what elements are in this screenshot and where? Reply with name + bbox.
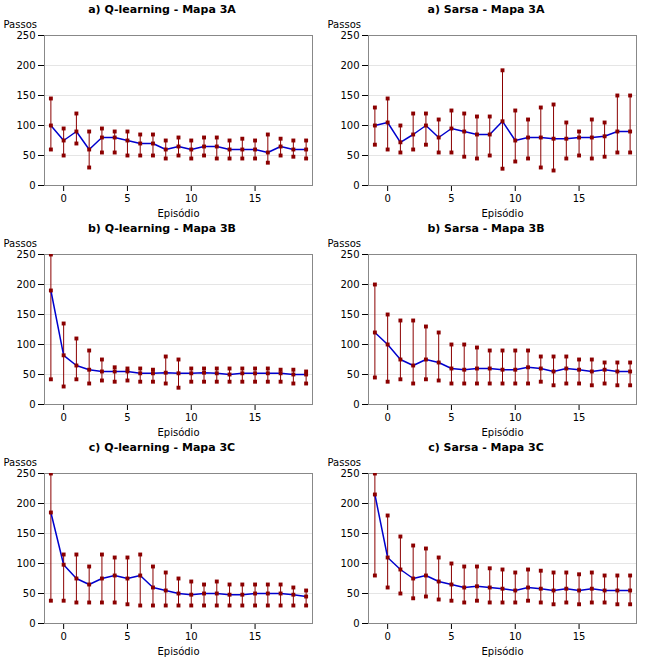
svg-text:100: 100 [340,558,359,569]
svg-text:0: 0 [353,180,359,191]
html-text:a) Q-learning - Mapa 3A: a) Q-learning - Mapa 3A [88,3,236,16]
svg-text:Episódio: Episódio [157,208,199,219]
svg-text:50: 50 [23,588,36,599]
svg-text:100: 100 [16,558,35,569]
svg-text:10: 10 [185,412,198,423]
svg-text:0: 0 [29,618,35,629]
svg-text:250: 250 [16,468,35,479]
svg-text:15: 15 [249,631,262,642]
svg-text:Episódio: Episódio [157,646,199,657]
svg-text:150: 150 [16,309,35,320]
svg-text:250: 250 [340,249,359,260]
svg-text:150: 150 [16,528,35,539]
svg-text:5: 5 [124,631,130,642]
svg-text:0: 0 [29,180,35,191]
svg-text:50: 50 [23,150,36,161]
svg-text:0: 0 [384,193,390,204]
svg-text:150: 150 [340,528,359,539]
svg-text:0: 0 [60,631,66,642]
svg-text:Passos: Passos [328,457,361,468]
svg-text:100: 100 [340,120,359,131]
svg-text:0: 0 [60,412,66,423]
svg-text:10: 10 [509,631,522,642]
svg-text:10: 10 [185,193,198,204]
svg-text:0: 0 [384,412,390,423]
svg-text:Passos: Passos [4,238,37,249]
svg-text:15: 15 [573,412,586,423]
html-text:b) Q-learning - Mapa 3B: b) Q-learning - Mapa 3B [88,222,236,235]
svg-text:Episódio: Episódio [157,427,199,438]
svg-text:Passos: Passos [328,238,361,249]
svg-text:Passos: Passos [328,19,361,30]
svg-text:100: 100 [340,339,359,350]
svg-text:100: 100 [16,120,35,131]
svg-text:10: 10 [185,631,198,642]
svg-text:200: 200 [340,60,359,71]
svg-text:150: 150 [340,90,359,101]
svg-text:50: 50 [23,369,36,380]
svg-text:Episódio: Episódio [481,427,523,438]
svg-text:Passos: Passos [4,19,37,30]
svg-text:15: 15 [573,193,586,204]
svg-text:10: 10 [509,412,522,423]
svg-text:5: 5 [448,631,454,642]
svg-text:5: 5 [124,412,130,423]
svg-text:50: 50 [347,588,360,599]
svg-text:150: 150 [340,309,359,320]
svg-text:0: 0 [60,193,66,204]
svg-text:100: 100 [16,339,35,350]
svg-text:50: 50 [347,369,360,380]
svg-text:50: 50 [347,150,360,161]
svg-text:0: 0 [29,399,35,410]
svg-text:250: 250 [16,30,35,41]
svg-text:10: 10 [509,193,522,204]
svg-text:Passos: Passos [4,457,37,468]
html-text:c) Q-learning - Mapa 3C: c) Q-learning - Mapa 3C [88,441,236,454]
svg-text:200: 200 [340,498,359,509]
svg-text:Episódio: Episódio [481,646,523,657]
svg-text:5: 5 [448,193,454,204]
svg-text:0: 0 [384,631,390,642]
html-text:a) Sarsa - Mapa 3A: a) Sarsa - Mapa 3A [427,3,545,16]
svg-text:250: 250 [16,249,35,260]
svg-text:5: 5 [124,193,130,204]
svg-text:15: 15 [573,631,586,642]
svg-text:5: 5 [448,412,454,423]
svg-text:15: 15 [249,193,262,204]
html-text:b) Sarsa - Mapa 3B: b) Sarsa - Mapa 3B [427,222,545,235]
svg-text:15: 15 [249,412,262,423]
svg-text:0: 0 [353,399,359,410]
svg-text:200: 200 [16,279,35,290]
svg-text:250: 250 [340,468,359,479]
svg-text:250: 250 [340,30,359,41]
svg-text:200: 200 [16,498,35,509]
html-text:c) Sarsa - Mapa 3C: c) Sarsa - Mapa 3C [428,441,544,454]
svg-text:Episódio: Episódio [481,208,523,219]
svg-text:150: 150 [16,90,35,101]
svg-text:200: 200 [340,279,359,290]
svg-text:200: 200 [16,60,35,71]
svg-text:0: 0 [353,618,359,629]
